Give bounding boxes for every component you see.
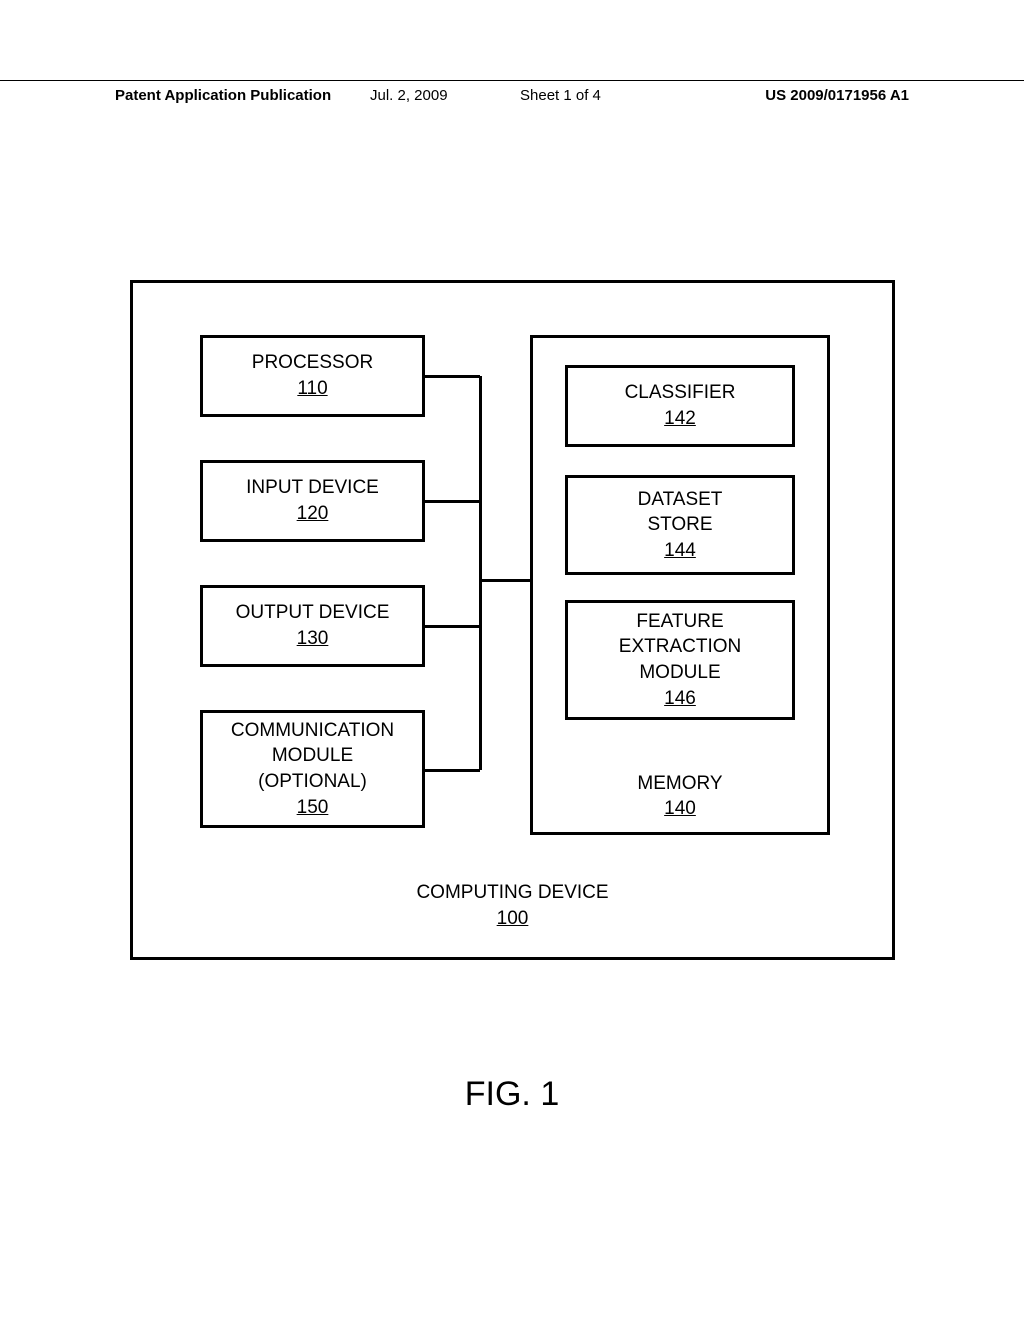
computing-device-label: COMPUTING DEVICE bbox=[416, 882, 608, 903]
classifier-block: CLASSIFIER 142 bbox=[565, 365, 795, 447]
dataset-store-ref: 144 bbox=[664, 538, 696, 564]
header-date: Jul. 2, 2009 bbox=[370, 87, 448, 104]
feature-extraction-block: FEATUREEXTRACTIONMODULE 146 bbox=[565, 600, 795, 720]
header-publication: Patent Application Publication bbox=[115, 87, 331, 104]
dataset-store-label: DATASETSTORE bbox=[638, 487, 723, 538]
comm-module-ref: 150 bbox=[297, 795, 329, 821]
output-device-ref: 130 bbox=[297, 626, 329, 652]
input-device-ref: 120 bbox=[297, 501, 329, 527]
feature-extraction-ref: 146 bbox=[664, 686, 696, 712]
output-device-block: OUTPUT DEVICE 130 bbox=[200, 585, 425, 667]
output-device-label: OUTPUT DEVICE bbox=[236, 600, 390, 626]
computing-device-ref: 100 bbox=[497, 908, 529, 929]
diagram: PROCESSOR 110 INPUT DEVICE 120 OUTPUT DE… bbox=[130, 280, 895, 960]
processor-label: PROCESSOR bbox=[252, 350, 373, 376]
processor-ref: 110 bbox=[297, 376, 327, 402]
comm-module-block: COMMUNICATIONMODULE(OPTIONAL) 150 bbox=[200, 710, 425, 828]
memory-label-holder: MEMORY 140 bbox=[533, 771, 827, 822]
classifier-ref: 142 bbox=[664, 406, 696, 432]
classifier-label: CLASSIFIER bbox=[625, 380, 736, 406]
header-pubnumber: US 2009/0171956 A1 bbox=[765, 87, 909, 104]
input-device-block: INPUT DEVICE 120 bbox=[200, 460, 425, 542]
processor-block: PROCESSOR 110 bbox=[200, 335, 425, 417]
computing-device-label-holder: COMPUTING DEVICE 100 bbox=[130, 880, 895, 931]
input-device-label: INPUT DEVICE bbox=[246, 475, 379, 501]
page-header: Patent Application Publication Jul. 2, 2… bbox=[0, 80, 1024, 87]
memory-label: MEMORY bbox=[637, 773, 722, 794]
dataset-store-block: DATASETSTORE 144 bbox=[565, 475, 795, 575]
page: Patent Application Publication Jul. 2, 2… bbox=[0, 0, 1024, 1320]
feature-extraction-label: FEATUREEXTRACTIONMODULE bbox=[619, 609, 741, 686]
comm-module-label: COMMUNICATIONMODULE(OPTIONAL) bbox=[231, 718, 394, 795]
memory-ref: 140 bbox=[664, 798, 696, 819]
header-sheet: Sheet 1 of 4 bbox=[520, 87, 601, 104]
figure-label: FIG. 1 bbox=[0, 1075, 1024, 1114]
